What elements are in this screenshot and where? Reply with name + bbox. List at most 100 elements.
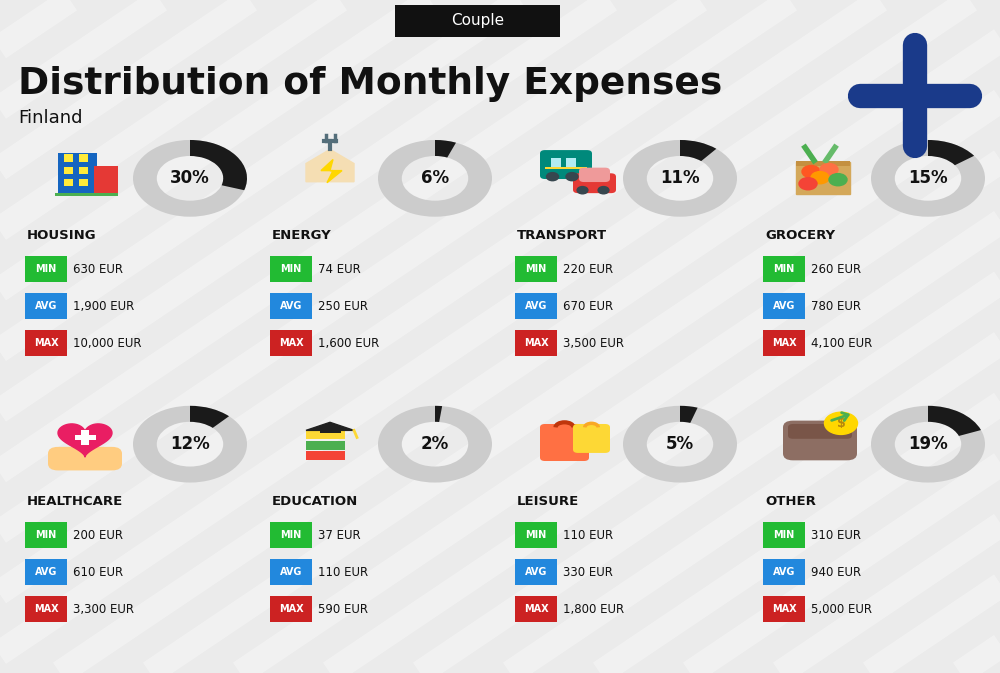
Text: Couple: Couple xyxy=(451,13,504,28)
Text: MAX: MAX xyxy=(524,604,548,614)
FancyBboxPatch shape xyxy=(58,153,97,194)
FancyBboxPatch shape xyxy=(64,179,73,186)
FancyBboxPatch shape xyxy=(79,167,88,174)
Text: 4,100 EUR: 4,100 EUR xyxy=(811,336,872,350)
FancyBboxPatch shape xyxy=(48,447,122,470)
Text: MIN: MIN xyxy=(773,264,795,274)
Wedge shape xyxy=(190,140,247,190)
Text: Distribution of Monthly Expenses: Distribution of Monthly Expenses xyxy=(18,66,722,102)
FancyBboxPatch shape xyxy=(25,559,67,585)
FancyBboxPatch shape xyxy=(545,167,587,169)
FancyBboxPatch shape xyxy=(515,522,557,548)
Text: 10,000 EUR: 10,000 EUR xyxy=(73,336,142,350)
Text: 3,500 EUR: 3,500 EUR xyxy=(563,336,624,350)
Wedge shape xyxy=(378,406,492,483)
Circle shape xyxy=(824,412,858,435)
Wedge shape xyxy=(190,406,229,428)
Text: LEISURE: LEISURE xyxy=(517,495,579,508)
Text: 1,800 EUR: 1,800 EUR xyxy=(563,602,624,616)
Circle shape xyxy=(546,172,558,180)
FancyBboxPatch shape xyxy=(64,155,73,162)
Text: $: $ xyxy=(837,417,845,430)
Wedge shape xyxy=(133,406,247,483)
Text: MIN: MIN xyxy=(525,264,547,274)
Wedge shape xyxy=(623,406,737,483)
FancyBboxPatch shape xyxy=(94,166,118,194)
FancyBboxPatch shape xyxy=(763,293,805,319)
Polygon shape xyxy=(306,423,354,431)
Text: GROCERY: GROCERY xyxy=(765,229,835,242)
Text: TRANSPORT: TRANSPORT xyxy=(517,229,607,242)
Text: 5%: 5% xyxy=(666,435,694,453)
FancyBboxPatch shape xyxy=(55,193,118,196)
Text: MIN: MIN xyxy=(525,530,547,540)
Text: 220 EUR: 220 EUR xyxy=(563,262,613,276)
FancyBboxPatch shape xyxy=(81,431,89,445)
Text: 630 EUR: 630 EUR xyxy=(73,262,123,276)
Text: 12%: 12% xyxy=(170,435,210,453)
Wedge shape xyxy=(871,406,985,483)
Text: AVG: AVG xyxy=(280,567,302,577)
Text: HEALTHCARE: HEALTHCARE xyxy=(27,495,123,508)
FancyBboxPatch shape xyxy=(763,559,805,585)
FancyBboxPatch shape xyxy=(515,596,557,622)
Text: 6%: 6% xyxy=(421,170,449,187)
FancyBboxPatch shape xyxy=(25,256,67,282)
FancyBboxPatch shape xyxy=(763,330,805,356)
Circle shape xyxy=(802,166,820,178)
Text: 74 EUR: 74 EUR xyxy=(318,262,361,276)
FancyBboxPatch shape xyxy=(270,256,312,282)
FancyBboxPatch shape xyxy=(79,179,88,186)
FancyBboxPatch shape xyxy=(763,596,805,622)
FancyBboxPatch shape xyxy=(270,596,312,622)
Text: MAX: MAX xyxy=(772,339,796,348)
Text: 1,900 EUR: 1,900 EUR xyxy=(73,299,134,313)
FancyBboxPatch shape xyxy=(573,424,610,453)
Wedge shape xyxy=(680,140,716,161)
FancyBboxPatch shape xyxy=(320,429,340,433)
Text: 110 EUR: 110 EUR xyxy=(318,565,368,579)
Text: MIN: MIN xyxy=(280,530,302,540)
Text: MAX: MAX xyxy=(279,339,303,348)
Text: Finland: Finland xyxy=(18,109,82,127)
Text: AVG: AVG xyxy=(280,302,302,311)
Text: HOUSING: HOUSING xyxy=(27,229,97,242)
Text: 780 EUR: 780 EUR xyxy=(811,299,861,313)
Text: 37 EUR: 37 EUR xyxy=(318,528,361,542)
Polygon shape xyxy=(796,162,850,194)
Text: 940 EUR: 940 EUR xyxy=(811,565,861,579)
Text: 1,600 EUR: 1,600 EUR xyxy=(318,336,379,350)
Wedge shape xyxy=(623,140,737,217)
FancyBboxPatch shape xyxy=(74,435,96,440)
Text: 330 EUR: 330 EUR xyxy=(563,565,613,579)
Text: 200 EUR: 200 EUR xyxy=(73,528,123,542)
Text: MIN: MIN xyxy=(35,530,57,540)
Text: AVG: AVG xyxy=(525,302,547,311)
FancyBboxPatch shape xyxy=(306,441,345,450)
FancyBboxPatch shape xyxy=(515,293,557,319)
FancyBboxPatch shape xyxy=(796,161,850,166)
Text: AVG: AVG xyxy=(35,567,57,577)
FancyBboxPatch shape xyxy=(540,150,592,179)
Text: 260 EUR: 260 EUR xyxy=(811,262,861,276)
Wedge shape xyxy=(378,140,492,217)
Polygon shape xyxy=(306,149,354,182)
Text: 310 EUR: 310 EUR xyxy=(811,528,861,542)
FancyBboxPatch shape xyxy=(763,522,805,548)
Text: 250 EUR: 250 EUR xyxy=(318,299,368,313)
Text: MAX: MAX xyxy=(524,339,548,348)
Text: MAX: MAX xyxy=(772,604,796,614)
FancyBboxPatch shape xyxy=(540,424,589,461)
FancyBboxPatch shape xyxy=(306,431,345,439)
Wedge shape xyxy=(871,140,985,217)
FancyBboxPatch shape xyxy=(25,330,67,356)
FancyBboxPatch shape xyxy=(515,256,557,282)
Text: AVG: AVG xyxy=(773,302,795,311)
Wedge shape xyxy=(435,140,456,157)
FancyBboxPatch shape xyxy=(25,293,67,319)
FancyBboxPatch shape xyxy=(788,424,852,439)
FancyBboxPatch shape xyxy=(79,155,88,162)
Text: 590 EUR: 590 EUR xyxy=(318,602,368,616)
Text: 3,300 EUR: 3,300 EUR xyxy=(73,602,134,616)
Text: 5,000 EUR: 5,000 EUR xyxy=(811,602,872,616)
